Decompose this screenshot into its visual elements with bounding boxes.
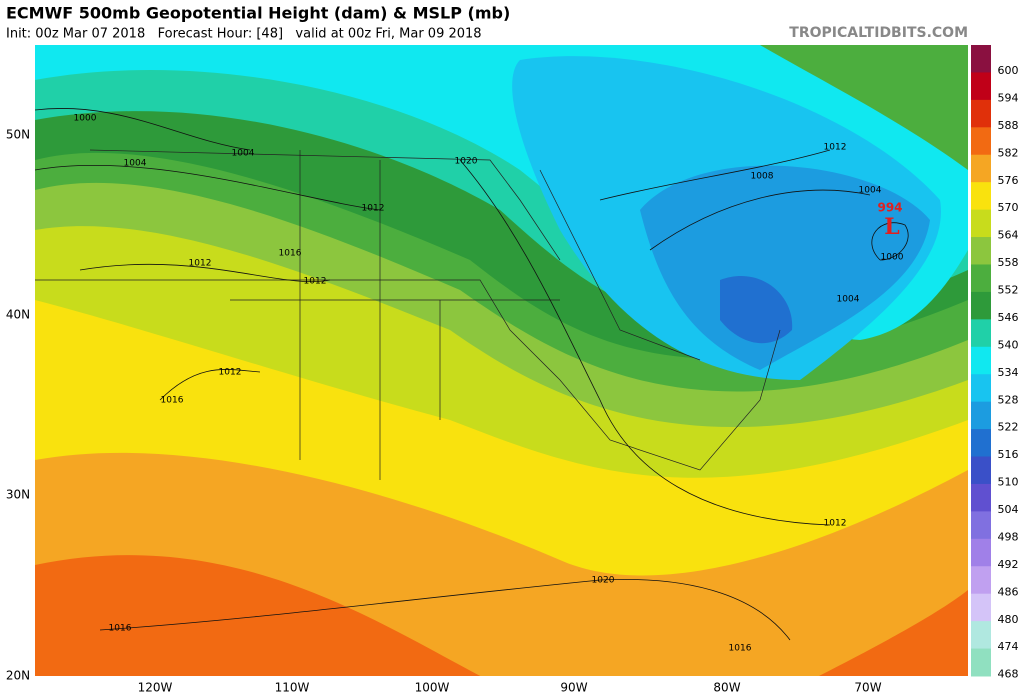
- low-pressure: 994: [877, 201, 902, 215]
- isobar-label: 1000: [74, 114, 97, 124]
- isobar-label: 1012: [824, 519, 847, 529]
- colorbar-swatch: [971, 401, 991, 430]
- colorbar-swatch: [971, 456, 991, 485]
- isobar-label: 1020: [455, 157, 478, 167]
- colorbar-label: 522: [998, 421, 1019, 434]
- colorbar-swatch: [971, 566, 991, 595]
- lon-label: 70W: [854, 681, 881, 695]
- colorbar-swatch: [971, 483, 991, 512]
- isobar-label: 1012: [189, 259, 212, 269]
- lat-label: 30N: [6, 488, 30, 502]
- map: [35, 45, 968, 676]
- colorbar-label: 564: [998, 229, 1019, 242]
- isobar-label: 1020: [592, 576, 615, 586]
- lon-label: 110W: [275, 681, 310, 695]
- lat-label: 20N: [6, 669, 30, 683]
- colorbar-swatch: [971, 209, 991, 238]
- colorbar-label: 492: [998, 558, 1019, 571]
- colorbar-label: 570: [998, 201, 1019, 214]
- colorbar-label: 480: [998, 613, 1019, 626]
- colorbar-swatch: [971, 538, 991, 567]
- colorbar-swatch: [971, 99, 991, 128]
- colorbar-label: 600: [998, 64, 1019, 77]
- colorbar-label: 534: [998, 366, 1019, 379]
- colorbar-swatch: [971, 264, 991, 293]
- colorbar-label: 528: [998, 393, 1019, 406]
- colorbar-swatch: [971, 154, 991, 183]
- colorbar-swatch: [971, 127, 991, 156]
- lat-label: 40N: [6, 308, 30, 322]
- source: TROPICALTIDBITS.COM: [789, 25, 968, 41]
- lon-label: 90W: [560, 681, 587, 695]
- isobar-label: 1004: [124, 159, 147, 169]
- colorbar-swatch: [971, 182, 991, 211]
- isobar-label: 1012: [824, 143, 847, 153]
- colorbar-swatch: [971, 511, 991, 540]
- colorbar-label: 594: [998, 91, 1019, 104]
- colorbar-label: 582: [998, 146, 1019, 159]
- isobar-label: 1016: [279, 249, 302, 259]
- isobar-label: 1016: [109, 624, 132, 634]
- colorbar-swatch: [971, 319, 991, 348]
- isobar-label: 1000: [881, 253, 904, 263]
- low-symbol: L: [884, 214, 899, 240]
- colorbar-swatch: [971, 621, 991, 650]
- colorbar-label: 546: [998, 311, 1019, 324]
- colorbar-label: 558: [998, 256, 1019, 269]
- isobar-label: 1012: [304, 277, 327, 287]
- colorbar-swatch: [971, 429, 991, 458]
- colorbar-swatch: [971, 346, 991, 375]
- lat-label: 50N: [6, 128, 30, 142]
- colorbar-label: 552: [998, 284, 1019, 297]
- isobar-label: 1016: [729, 644, 752, 654]
- colorbar-label: 468: [998, 668, 1019, 681]
- colorbar-label: 504: [998, 503, 1019, 516]
- colorbar-swatch: [971, 237, 991, 265]
- colorbar-swatch: [971, 374, 991, 403]
- colorbar-swatch: [971, 648, 991, 677]
- colorbar-swatch: [971, 291, 991, 320]
- isobar-label: 1012: [362, 204, 385, 214]
- colorbar-label: 588: [998, 119, 1019, 132]
- colorbar-label: 486: [998, 585, 1019, 598]
- colorbar-label: 510: [998, 476, 1019, 489]
- title: ECMWF 500mb Geopotential Height (dam) & …: [6, 4, 510, 23]
- colorbar-label: 540: [998, 338, 1019, 351]
- isobar-label: 1004: [232, 149, 255, 159]
- isobar-label: 1016: [161, 396, 184, 406]
- colorbar-label: 576: [998, 174, 1019, 187]
- colorbar-swatch: [971, 45, 991, 73]
- lon-label: 120W: [138, 681, 173, 695]
- isobar-label: 1004: [859, 186, 882, 196]
- colorbar-swatch: [971, 593, 991, 622]
- isobar-label: 1008: [751, 172, 774, 182]
- isobar-label: 1012: [219, 368, 242, 378]
- colorbar-label: 516: [998, 448, 1019, 461]
- colorbar-label: 474: [998, 640, 1019, 653]
- isobar-label: 1004: [837, 295, 860, 305]
- lon-label: 100W: [415, 681, 450, 695]
- lon-label: 80W: [713, 681, 740, 695]
- colorbar-swatch: [971, 72, 991, 101]
- colorbar-label: 498: [998, 530, 1019, 543]
- subtitle: Init: 00z Mar 07 2018 Forecast Hour: [48…: [6, 27, 482, 42]
